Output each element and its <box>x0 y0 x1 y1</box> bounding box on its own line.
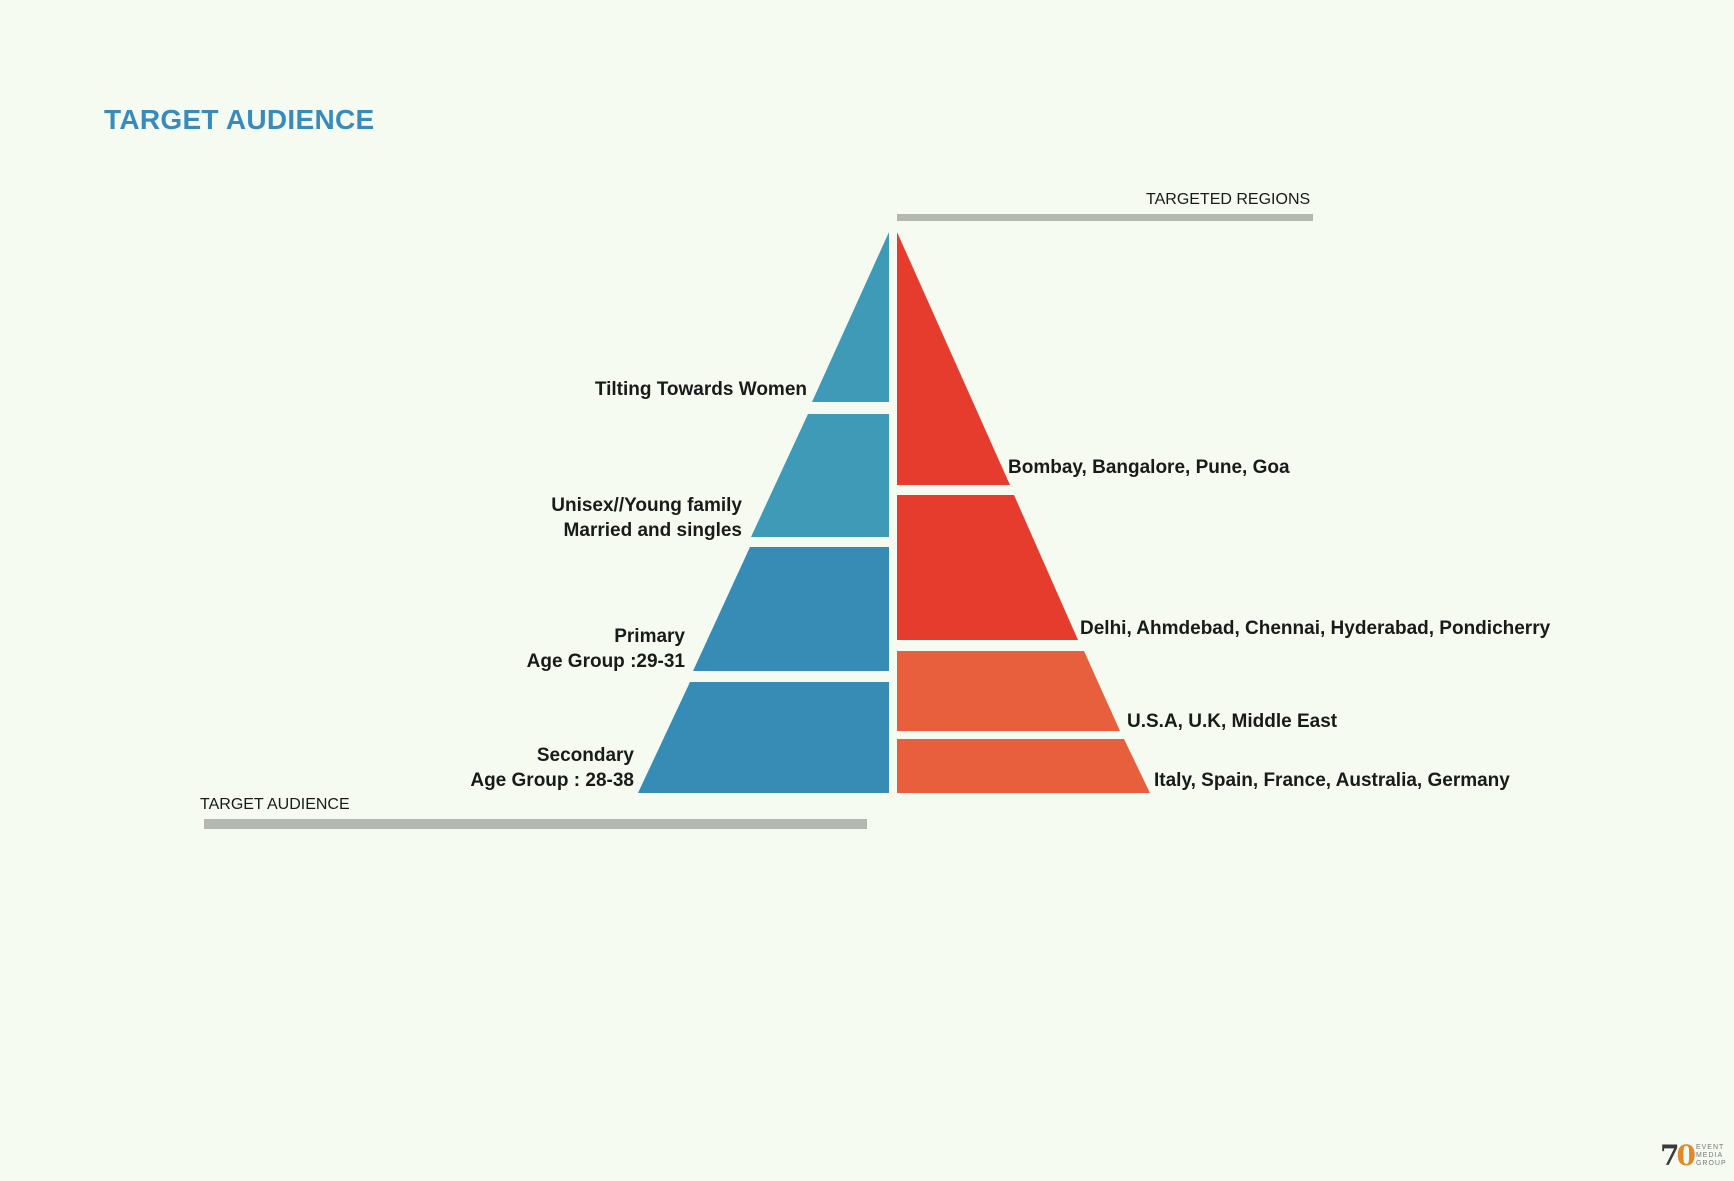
audience-axis-bar <box>204 819 867 829</box>
regions-tier-3 <box>897 651 1120 731</box>
audience-tier-2-label: Unisex//Young family Married and singles <box>551 495 742 541</box>
audience-tier-3-label: Primary Age Group :29-31 <box>526 626 685 672</box>
page-title: TARGET AUDIENCE <box>104 104 375 135</box>
audience-tier-3 <box>693 547 889 671</box>
regions-axis-bar <box>897 214 1313 221</box>
event-media-group-logo: 70 EVENT MEDIA GROUP <box>1660 1139 1727 1172</box>
audience-tier-1-label: Tilting Towards Women <box>594 379 807 400</box>
logo-number: 70 <box>1660 1139 1696 1172</box>
regions-axis-label: TARGETED REGIONS <box>1146 191 1311 208</box>
audience-axis-label: TARGET AUDIENCE <box>200 796 350 813</box>
logo-text: EVENT MEDIA GROUP <box>1695 1144 1727 1167</box>
audience-tier-1 <box>812 232 889 402</box>
regions-tier-1-label: Bombay, Bangalore, Pune, Goa <box>1008 457 1290 478</box>
regions-tier-2-label: Delhi, Ahmdebad, Chennai, Hyderabad, Pon… <box>1080 618 1551 639</box>
regions-tier-4 <box>897 739 1150 793</box>
regions-tier-4-label: Italy, Spain, France, Australia, Germany <box>1154 770 1510 791</box>
audience-tier-4-label: Secondary Age Group : 28-38 <box>470 745 634 791</box>
audience-tier-2 <box>751 414 889 537</box>
regions-tier-3-label: U.S.A, U.K, Middle East <box>1127 711 1338 732</box>
regions-tier-1 <box>897 232 1010 485</box>
audience-tier-4 <box>638 682 889 793</box>
regions-tier-2 <box>897 495 1078 640</box>
